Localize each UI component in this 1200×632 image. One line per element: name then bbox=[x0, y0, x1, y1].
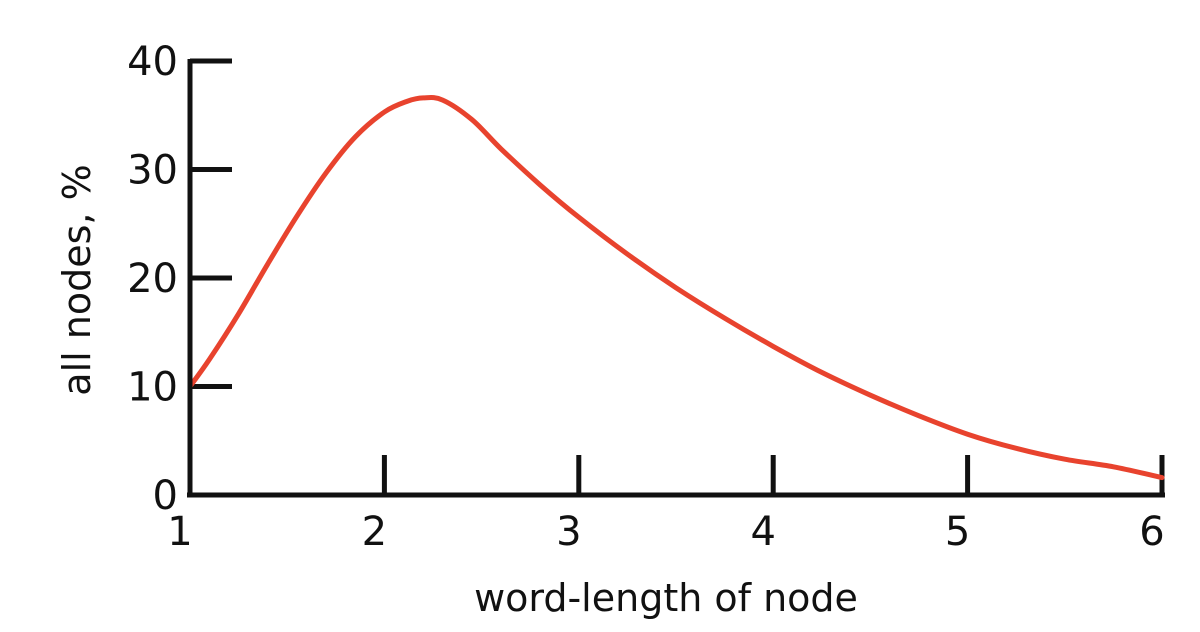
y-tick-label: 0 bbox=[153, 473, 178, 519]
y-tick-label: 20 bbox=[127, 256, 178, 302]
y-axis-tick-labels: 0 10 20 30 40 bbox=[127, 39, 178, 519]
y-tick-label: 40 bbox=[127, 39, 178, 85]
x-tick-label: 3 bbox=[556, 509, 581, 555]
series-line bbox=[187, 95, 1165, 481]
plot-area: 1 2 3 4 5 6 0 10 20 30 40 bbox=[127, 39, 1165, 555]
x-tick-label: 6 bbox=[1139, 509, 1164, 555]
series-layer bbox=[187, 95, 1165, 481]
y-tick-label: 10 bbox=[127, 365, 178, 411]
x-axis-tick-labels: 1 2 3 4 5 6 bbox=[167, 509, 1164, 555]
x-axis-title: word-length of node bbox=[474, 576, 858, 620]
x-tick-label: 2 bbox=[362, 509, 387, 555]
x-tick-label: 4 bbox=[750, 509, 775, 555]
y-tick-label: 30 bbox=[127, 148, 178, 194]
x-tick-label: 5 bbox=[945, 509, 970, 555]
x-axis-ticks bbox=[381, 455, 1165, 495]
x-tick-label: 1 bbox=[167, 509, 192, 555]
y-axis-ticks bbox=[190, 58, 232, 389]
y-axis-title: all nodes, % bbox=[55, 164, 99, 395]
